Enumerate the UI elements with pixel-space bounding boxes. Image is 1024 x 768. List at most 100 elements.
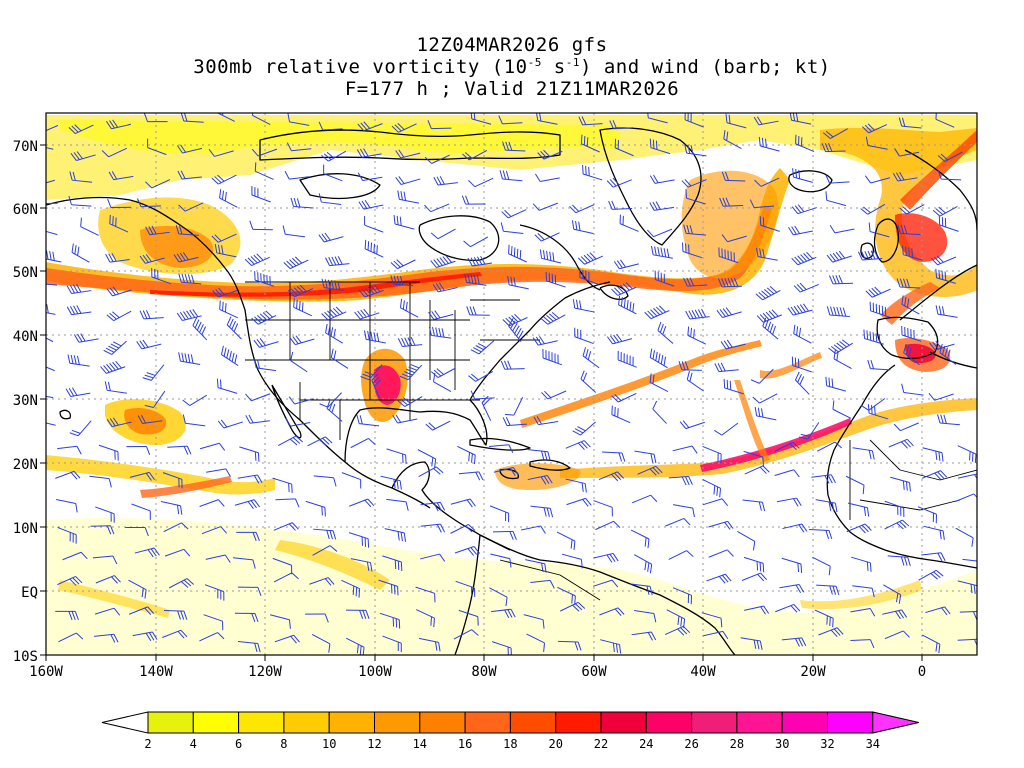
wind-barb-feather: [403, 532, 407, 542]
wind-barb: [214, 150, 234, 157]
wind-barb-feather: [148, 472, 155, 481]
wind-barb-feather: [113, 633, 119, 643]
wind-barb: [774, 441, 793, 452]
wind-barb-feather: [289, 259, 297, 267]
axis-ticks: [40, 144, 923, 661]
wind-barb-feather: [653, 613, 657, 623]
wind-barb-feather: [405, 501, 409, 511]
wind-barb: [70, 392, 91, 398]
colorbar-swatch: [645, 711, 693, 734]
wind-barb-feather: [114, 575, 121, 583]
wind-barb: [151, 179, 171, 189]
wind-barb-feather: [580, 256, 588, 264]
wind-barb-feather: [512, 467, 519, 476]
wind-barb-feather: [875, 333, 878, 343]
wind-barb: [307, 436, 326, 447]
wind-barb-feather: [543, 316, 551, 324]
wind-barb-feather: [574, 595, 576, 605]
wind-barb-feather: [510, 320, 516, 329]
wind-barb: [111, 123, 132, 130]
wind-barb: [92, 555, 113, 559]
wind-barb: [702, 445, 722, 455]
wind-barb: [57, 445, 78, 450]
wind-barb: [650, 310, 670, 320]
wind-barb-feather: [337, 256, 343, 265]
wind-barb: [612, 338, 633, 345]
wind-barb: [199, 442, 220, 450]
wind-barb: [313, 475, 334, 479]
wind-barb-feather: [183, 579, 192, 587]
wind-barb-feather: [76, 355, 80, 365]
wind-barb-feather: [583, 440, 591, 448]
wind-barb-feather: [473, 455, 476, 465]
wind-barb-feather: [288, 523, 296, 531]
wind-barb-feather: [689, 225, 693, 235]
wind-barb-feather: [860, 208, 868, 215]
wind-barb-feather: [869, 562, 872, 572]
wind-barb: [935, 118, 955, 128]
colorbar-swatch: [509, 711, 557, 734]
wind-barb: [293, 306, 313, 317]
wind-barb-feather: [825, 376, 828, 386]
wind-barb-feather: [71, 387, 78, 396]
wind-barb-feather: [115, 217, 117, 227]
wind-barb: [538, 340, 558, 346]
wind-barb-feather: [971, 452, 974, 462]
wind-barb-feather: [514, 325, 520, 334]
wind-barb-feather: [410, 364, 420, 369]
wind-barb-feather: [535, 336, 542, 345]
wind-barb: [382, 635, 402, 644]
wind-barb: [272, 477, 292, 485]
wind-barb-feather: [577, 641, 582, 651]
wind-barb: [614, 147, 634, 157]
title-line-2: 300mb relative vorticity (10-5 s-1) and …: [193, 56, 831, 78]
colorbar-swatch: [736, 711, 783, 734]
wind-barb-feather: [433, 468, 441, 475]
wind-barb-feather: [301, 302, 304, 312]
wind-barb-feather: [719, 309, 726, 317]
wind-barb: [433, 313, 454, 320]
colorbar-label: 8: [280, 737, 287, 751]
wind-barb-feather: [721, 234, 728, 243]
wind-barb-feather: [224, 554, 231, 563]
wind-barb-feather: [254, 613, 259, 623]
wind-barb-feather: [324, 613, 329, 623]
wind-barb: [811, 474, 832, 478]
wind-barb: [349, 498, 369, 507]
wind-barb-feather: [580, 441, 588, 449]
wind-barb-feather: [363, 148, 369, 157]
wind-barb-feather: [291, 484, 293, 494]
wind-barb-feather: [396, 215, 399, 225]
wind-barb: [762, 325, 779, 340]
wind-barb: [323, 173, 343, 182]
wind-barb-feather: [663, 356, 667, 366]
wind-barb-feather: [898, 610, 904, 619]
wind-barb: [509, 317, 528, 327]
wind-barb: [774, 469, 794, 476]
wind-barb-feather: [175, 225, 180, 234]
wind-barb: [538, 421, 559, 426]
wind-barb-feather: [69, 432, 79, 437]
wind-barb-feather: [649, 138, 652, 148]
wind-barb: [882, 609, 902, 615]
wind-barb-feather: [330, 348, 334, 358]
wind-barb: [508, 253, 527, 263]
wind-barb: [140, 205, 162, 208]
wind-barb-feather: [757, 407, 761, 417]
wind-barb: [634, 450, 655, 455]
wind-barb-feather: [658, 305, 666, 313]
wind-barb-feather: [510, 276, 513, 286]
wind-barb-feather: [211, 235, 219, 243]
wind-barb-feather: [753, 116, 760, 126]
wind-barb: [237, 474, 258, 479]
wind-barb-feather: [144, 404, 154, 408]
wind-barb: [305, 500, 326, 508]
wind-barb-feather: [903, 278, 907, 288]
wind-barb: [581, 143, 600, 153]
wind-barb-feather: [758, 136, 761, 146]
wind-barb-feather: [832, 252, 840, 261]
wind-barb-feather: [660, 355, 664, 365]
wind-barb-feather: [143, 113, 149, 122]
wind-barb-feather: [612, 642, 615, 653]
wind-barb-feather: [432, 326, 436, 336]
